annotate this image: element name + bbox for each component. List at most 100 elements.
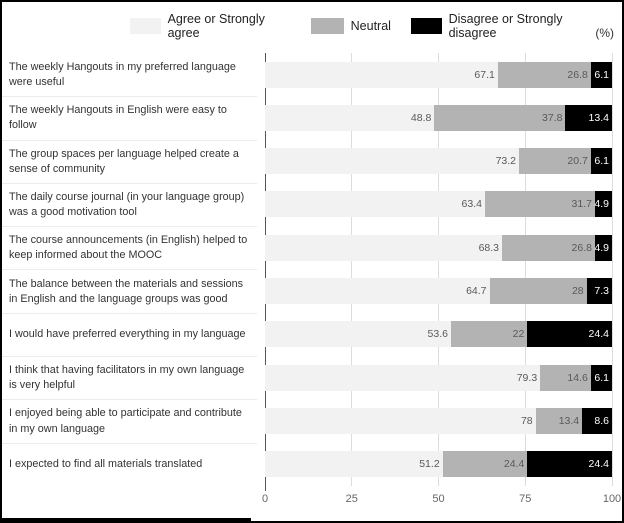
chart-row: The course announcements (in English) he… — [2, 226, 622, 269]
segment-value-label: 24.4 — [588, 458, 609, 471]
category-label: I think that having facilitators in my o… — [2, 356, 257, 399]
x-axis-ticks: 0 25 50 75 100 — [261, 486, 621, 514]
bar-segment-neutral: 37.8 — [434, 104, 566, 131]
bar-segment-disagree-or-strongly-disagree: 13.4 — [565, 104, 612, 131]
segment-value-label: 6.1 — [594, 68, 609, 81]
segment-value-label: 22 — [512, 328, 525, 341]
stacked-bar: 67.1 26.8 6.1 — [265, 61, 612, 88]
category-label: The balance between the materials and se… — [2, 269, 257, 312]
segment-value-label: 20.7 — [567, 155, 588, 168]
neutral-swatch-icon — [310, 18, 344, 34]
chart-row: The weekly Hangouts in English were easy… — [2, 96, 622, 139]
segment-value-label: 4.9 — [594, 198, 609, 211]
chart-row: The daily course journal (in your langua… — [2, 182, 622, 226]
category-label: I would have preferred everything in my … — [2, 312, 257, 356]
stacked-bar: 63.4 31.7 4.9 — [265, 191, 612, 218]
bar-segment-neutral: 13.4 — [535, 407, 583, 434]
segment-value-label: 14.6 — [567, 371, 588, 384]
segment-value-label: 79.3 — [516, 371, 538, 384]
disagree-swatch-icon — [410, 18, 442, 34]
legend-item-neutral: Neutral — [310, 18, 391, 34]
segment-value-label: 6.1 — [594, 155, 609, 168]
segment-value-label: 73.2 — [495, 155, 516, 168]
plot-cell: 63.4 31.7 4.9 — [265, 183, 612, 226]
bar-segment-agree-or-strongly-agree: 64.7 — [265, 277, 490, 304]
bar-segment-neutral: 26.8 — [497, 61, 591, 88]
plot-cell: 51.2 24.4 24.4 — [265, 443, 612, 486]
category-label: The course announcements (in English) he… — [2, 226, 257, 269]
segment-value-label: 26.8 — [571, 241, 592, 254]
stacked-bar: 73.2 20.7 6.1 — [265, 148, 612, 175]
bar-segment-neutral: 24.4 — [442, 451, 528, 478]
legend-item-agree: Agree or Strongly agree — [130, 12, 291, 40]
bar-segment-agree-or-strongly-agree: 53.6 — [265, 321, 451, 348]
plot-cell: 78 13.4 8.6 — [265, 399, 612, 442]
category-label: The daily course journal (in your langua… — [2, 182, 257, 226]
bar-segment-disagree-or-strongly-disagree: 24.4 — [527, 321, 612, 348]
bar-segment-disagree-or-strongly-disagree: 7.3 — [586, 277, 612, 304]
x-tick-label: 25 — [345, 493, 358, 505]
bar-segment-disagree-or-strongly-disagree: 4.9 — [594, 191, 612, 218]
chart-rows: The weekly Hangouts in my preferred lang… — [2, 53, 622, 486]
plot-cell: 68.3 26.8 4.9 — [265, 226, 612, 269]
percent-unit-label: (%) — [595, 26, 614, 40]
legend-label: Agree or Strongly agree — [167, 12, 265, 40]
bar-segment-agree-or-strongly-agree: 73.2 — [265, 148, 519, 175]
bar-segment-neutral: 14.6 — [540, 364, 591, 391]
bar-segment-neutral: 31.7 — [484, 191, 595, 218]
segment-value-label: 24.4 — [588, 328, 609, 341]
bar-segment-disagree-or-strongly-disagree: 6.1 — [590, 148, 612, 175]
stacked-bar: 51.2 24.4 24.4 — [265, 451, 612, 478]
bar-segment-agree-or-strongly-agree: 63.4 — [265, 191, 485, 218]
chart-row: I think that having facilitators in my o… — [2, 356, 622, 399]
category-label: The weekly Hangouts in my preferred lang… — [9, 60, 236, 88]
stacked-bar: 68.3 26.8 4.9 — [265, 234, 612, 261]
segment-value-label: 78 — [520, 414, 533, 427]
stacked-bar: 64.7 28 7.3 — [265, 277, 612, 304]
x-tick-label: 50 — [432, 493, 445, 505]
bar-segment-disagree-or-strongly-disagree: 8.6 — [582, 407, 612, 434]
chart-row: The balance between the materials and se… — [2, 269, 622, 312]
segment-value-label: 48.8 — [410, 111, 432, 124]
bar-segment-agree-or-strongly-agree: 68.3 — [265, 234, 502, 261]
segment-value-label: 6.1 — [594, 371, 609, 384]
segment-value-label: 24.4 — [503, 458, 525, 471]
segment-value-label: 13.4 — [558, 414, 580, 427]
segment-value-label: 31.7 — [571, 198, 592, 211]
segment-value-label: 7.3 — [594, 284, 609, 297]
x-tick-label: 0 — [261, 493, 269, 505]
segment-value-label: 8.6 — [594, 414, 609, 427]
stacked-bar: 53.6 22 24.4 — [265, 321, 612, 348]
stacked-bar: 48.8 37.8 13.4 — [265, 104, 612, 131]
bar-segment-agree-or-strongly-agree: 51.2 — [265, 451, 443, 478]
stacked-bar: 79.3 14.6 6.1 — [265, 364, 612, 391]
segment-value-label: 63.4 — [461, 198, 482, 211]
chart-row: The weekly Hangouts in my preferred lang… — [2, 53, 622, 96]
segment-value-label: 4.9 — [594, 241, 609, 254]
stacked-bar: 78 13.4 8.6 — [265, 407, 612, 434]
category-label: I expected to find all materials transla… — [2, 442, 257, 486]
bar-segment-neutral: 22 — [450, 321, 528, 348]
bottom-border-strip — [2, 518, 251, 521]
bar-segment-neutral: 26.8 — [502, 234, 595, 261]
agree-swatch-icon — [130, 18, 161, 34]
chart-row: The group spaces per language helped cre… — [2, 139, 622, 183]
bar-segment-disagree-or-strongly-disagree: 4.9 — [594, 234, 612, 261]
bar-segment-disagree-or-strongly-disagree: 6.1 — [590, 364, 612, 391]
segment-value-label: 51.2 — [419, 458, 440, 471]
category-label: I enjoyed being able to participate and … — [2, 399, 257, 442]
plot-cell: 64.7 28 7.3 — [265, 269, 612, 312]
category-label: The group spaces per language helped cre… — [2, 139, 257, 183]
plot-cell: 48.8 37.8 13.4 — [265, 96, 612, 139]
segment-value-label: 28 — [571, 284, 584, 297]
segment-value-label: 67.1 — [474, 68, 495, 81]
category-label: The weekly Hangouts in English were easy… — [2, 96, 257, 139]
legend: Agree or Strongly agree Neutral Disagree… — [130, 12, 622, 40]
chart-row: I would have preferred everything in my … — [2, 312, 622, 356]
bar-segment-agree-or-strongly-agree: 67.1 — [265, 61, 498, 88]
legend-label: Disagree or Strongly disagree — [448, 12, 563, 40]
x-tick-label: 100 — [602, 493, 622, 505]
stacked-bar-chart: The weekly Hangouts in my preferred lang… — [2, 53, 622, 505]
segment-value-label: 37.8 — [542, 111, 563, 124]
